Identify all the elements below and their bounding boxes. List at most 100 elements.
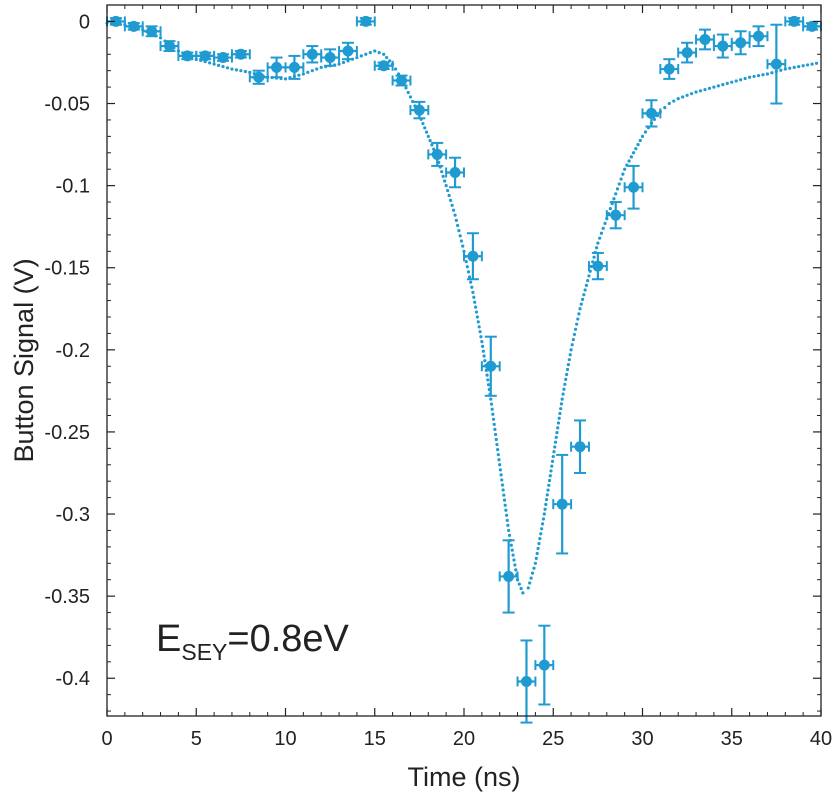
simulation-dot [770,71,774,75]
simulation-dot [306,70,310,74]
simulation-dot [493,432,498,437]
simulation-dot [505,518,509,522]
simulation-dot [712,85,716,89]
data-point [748,25,769,48]
data-marker [235,48,247,60]
data-point [213,52,233,64]
simulation-dot [546,488,550,492]
simulation-dot [652,117,657,121]
simulation-dot [743,76,747,81]
simulation-dot [667,101,671,106]
data-marker [163,40,175,52]
simulation-dot [565,372,569,377]
data-marker [306,48,318,60]
simulation-dot [355,55,359,60]
data-point [338,41,358,61]
data-point [248,69,269,85]
simulation-dot [511,553,515,557]
simulation-dot [485,373,489,377]
data-point [463,232,483,281]
sey-annotation-main: E [156,618,181,660]
data-marker [128,20,140,32]
measurement-points [106,15,822,724]
simulation-dot [596,241,600,245]
simulation-dot [426,134,430,138]
simulation-dot [739,78,743,82]
data-marker [503,570,515,582]
data-point [391,74,412,87]
data-point [730,30,751,56]
simulation-dot [725,81,729,86]
simulation-dot [570,343,574,347]
simulation-dot [636,142,640,147]
sey-annotation: ESEY=0.8eV [156,618,350,665]
data-marker [378,60,390,72]
simulation-dot [377,51,381,55]
simulation-dot [489,402,494,406]
x-tick-label: 35 [721,728,743,750]
simulation-dot [548,474,552,478]
simulation-dot [716,84,720,88]
data-point [123,20,144,32]
simulation-dot [486,378,490,382]
simulation-dot [587,274,591,278]
simulation-dot [512,558,516,562]
simulation-dot [440,170,444,174]
simulation-dot [788,66,792,70]
simulation-dot [494,437,498,442]
data-marker [610,209,622,221]
simulation-dot [801,64,805,68]
data-marker [485,360,497,372]
simulation-dot [689,92,694,96]
simulation-dot [480,340,484,344]
simulation-dot [608,207,612,211]
data-marker [735,37,747,49]
simulation-dot [542,512,546,516]
data-point [587,251,608,281]
simulation-dot [482,354,486,358]
simulation-dot [517,582,521,586]
simulation-dot [627,159,631,163]
simulation-dot [614,192,618,196]
simulation-dot [550,459,555,463]
simulation-dot [572,332,577,337]
simulation-dot [499,473,503,477]
simulation-dot [493,427,497,432]
data-point [570,419,590,474]
simulation-dot [638,138,642,143]
data-point [677,41,698,64]
simulation-dot [504,513,509,517]
simulation-dot [230,67,234,71]
simulation-dot [428,139,432,143]
simulation-dot [698,89,703,93]
data-point [516,639,537,724]
simulation-dot [424,130,429,134]
data-point [320,48,341,67]
simulation-dot [538,537,542,541]
simulation-dot [573,327,578,331]
simulation-dot [552,450,556,454]
simulation-dot [216,63,221,67]
simulation-dot [707,86,712,90]
simulation-dot [752,74,756,79]
data-marker [199,50,211,62]
simulation-dot [559,407,563,411]
data-point [141,25,162,38]
data-point [659,58,680,80]
simulation-dot [283,77,288,81]
simulation-dot [563,382,567,386]
simulation-dot [502,493,506,497]
simulation-dot [579,302,583,306]
data-point [534,624,555,706]
simulation-dot [576,317,580,321]
simulation-dot [503,503,507,507]
simulation-dot [449,198,453,203]
simulation-dot [234,68,239,72]
data-marker [645,107,657,119]
data-point [605,201,626,230]
simulation-dot [539,532,543,536]
data-marker [770,58,782,70]
simulation-dot [430,143,434,147]
simulation-dot [537,541,541,546]
